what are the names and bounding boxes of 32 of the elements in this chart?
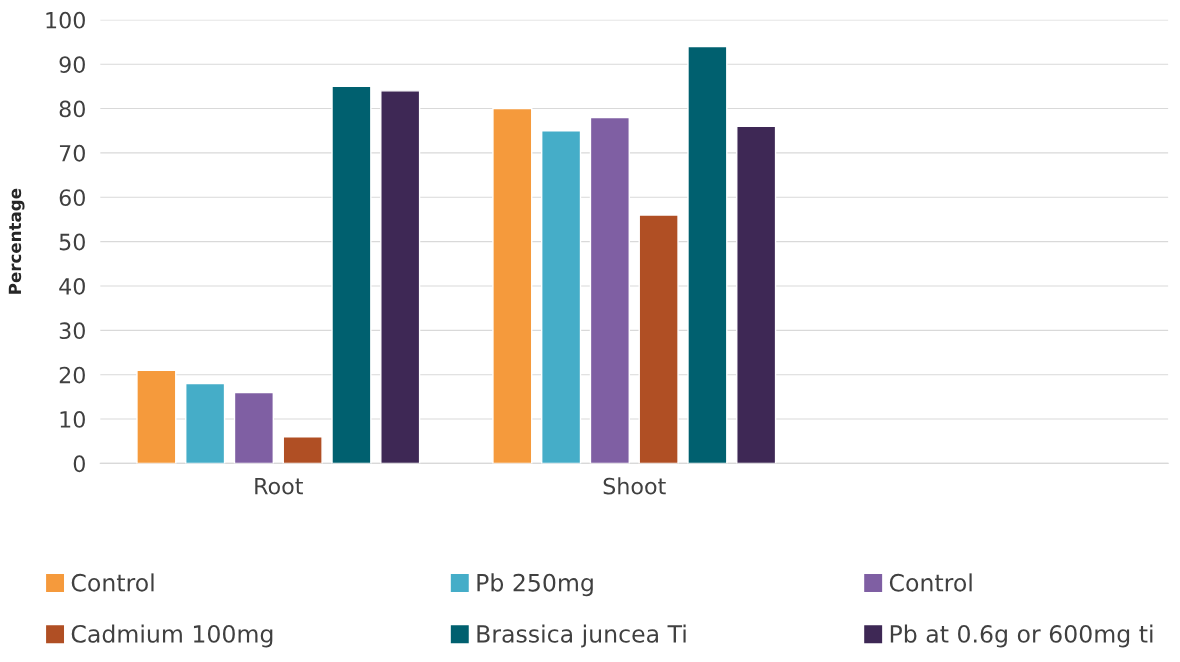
bar [282,436,323,464]
y-tick-label: 10 [60,411,85,428]
y-tick-label: 100 [46,11,85,29]
bar [380,90,421,464]
y-tick-label: 20 [59,366,85,384]
bar [136,369,177,464]
y-tick-label: 30 [59,322,85,340]
bar [233,391,274,464]
bar [687,45,728,464]
bar [638,214,679,464]
bar [589,116,630,464]
y-tick-label: 0 [73,455,85,473]
y-tick-label: 60 [59,189,85,207]
legend-label: Brassica juncea Ti [477,624,686,648]
y-tick-label: 90 [59,56,85,73]
x-tick-label: Shoot [603,477,666,495]
legend-label: Pb at 0.6g or 600mg ti [890,624,1153,648]
legend-label: Pb 250mg [477,573,593,597]
y-tick-label: 40 [59,277,85,295]
bar [492,107,533,464]
bar [185,382,226,464]
legend-label: Control [889,573,972,592]
y-tick-label: 50 [59,233,85,251]
y-tick-label: 80 [59,100,85,118]
y-tick-label: 70 [59,144,85,162]
bar [541,130,582,464]
y-axis-title: Percentage [8,188,25,294]
legend-label: Cadmium 100mg [71,624,273,648]
bar [736,125,777,464]
legend-label: Control [71,573,154,592]
bar [331,85,372,464]
x-tick-label: Root [255,477,303,495]
